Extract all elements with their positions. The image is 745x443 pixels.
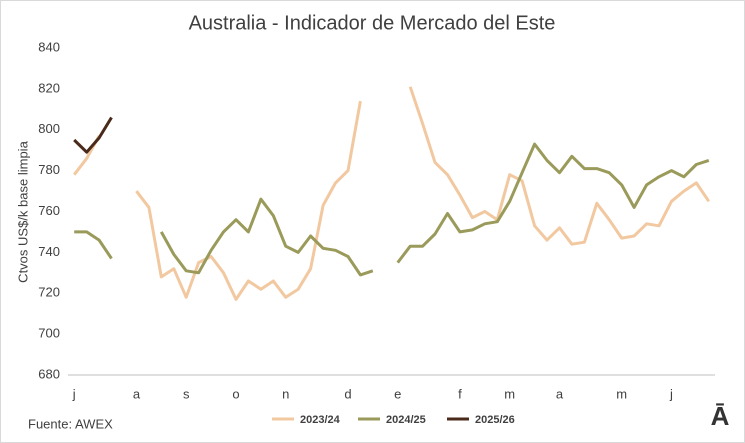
y-axis-label: Ctvos US$/k base limpia [15, 140, 30, 282]
legend-label: 2023/24 [300, 414, 341, 426]
legend-label: 2024/25 [386, 414, 426, 426]
x-tick-label: a [556, 386, 564, 401]
x-tick-label: a [133, 386, 141, 401]
x-tick-label: o [232, 386, 239, 401]
y-tick-label: 780 [38, 162, 60, 177]
y-tick-label: 800 [38, 121, 60, 136]
series-line [74, 142, 710, 277]
x-tick-label: m [616, 386, 627, 401]
x-tick-label: m [504, 386, 515, 401]
chart-title: Australia - Indicador de Mercado del Est… [189, 12, 556, 34]
x-tick-label: j [72, 386, 76, 401]
source: Fuente: AWEX [28, 416, 113, 431]
x-tick-label: n [282, 386, 289, 401]
y-tick-label: 760 [38, 203, 60, 218]
y-tick-label: 740 [38, 244, 60, 259]
y-tick-label: 840 [38, 39, 60, 54]
y-tick-label: 680 [38, 366, 60, 381]
logo: Ā [711, 401, 730, 431]
y-tick-label: 720 [38, 285, 60, 300]
x-tick-label: s [183, 386, 190, 401]
legend-label: 2025/26 [475, 414, 515, 426]
x-tick-label: f [458, 386, 462, 401]
x-tick-label: e [394, 386, 401, 401]
y-tick-label: 820 [38, 80, 60, 95]
y-tick-label: 700 [38, 326, 60, 341]
series-line [73, 116, 113, 154]
x-tick-label: j [669, 386, 673, 401]
x-tick-label: d [344, 386, 351, 401]
